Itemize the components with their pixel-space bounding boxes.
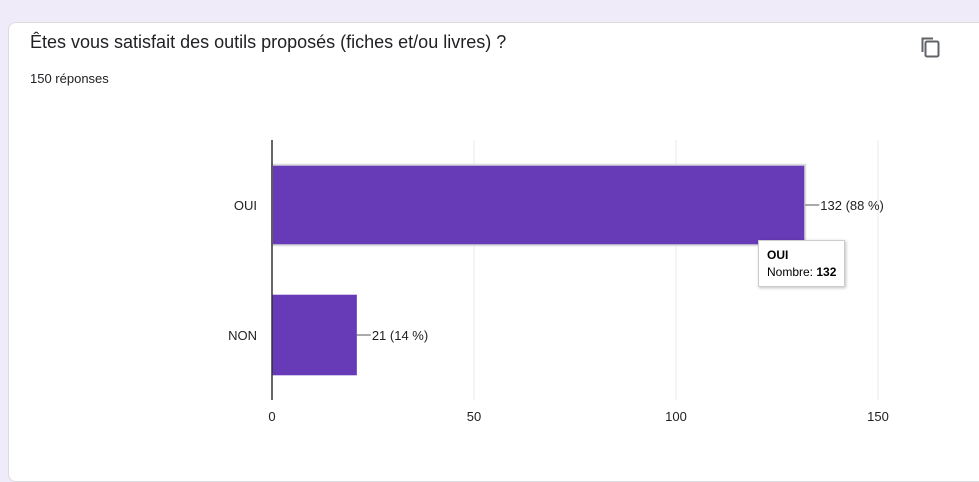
data-label: 21 (14 %): [372, 328, 428, 343]
x-tick-label: 0: [268, 409, 275, 424]
x-tick-label: 50: [467, 409, 481, 424]
response-count: 150 réponses: [30, 71, 109, 86]
x-tick-label: 150: [867, 409, 889, 424]
data-label: 132 (88 %): [820, 198, 884, 213]
tooltip-category: OUI: [767, 248, 789, 262]
bar: [271, 163, 807, 247]
copy-icon: [921, 37, 940, 58]
tooltip-metric-value: 132: [816, 265, 837, 279]
copy-chart-button[interactable]: [918, 34, 944, 60]
category-label: NON: [228, 328, 257, 343]
bar: [272, 294, 357, 376]
bar-tooltip: OUI Nombre: 132: [758, 240, 846, 287]
tooltip-metric: Nombre: 132: [767, 264, 836, 281]
category-label: OUI: [234, 198, 257, 213]
tooltip-metric-label: Nombre:: [767, 265, 817, 279]
x-tick-label: 100: [665, 409, 687, 424]
question-title: Êtes vous satisfait des outils proposés …: [30, 32, 507, 52]
